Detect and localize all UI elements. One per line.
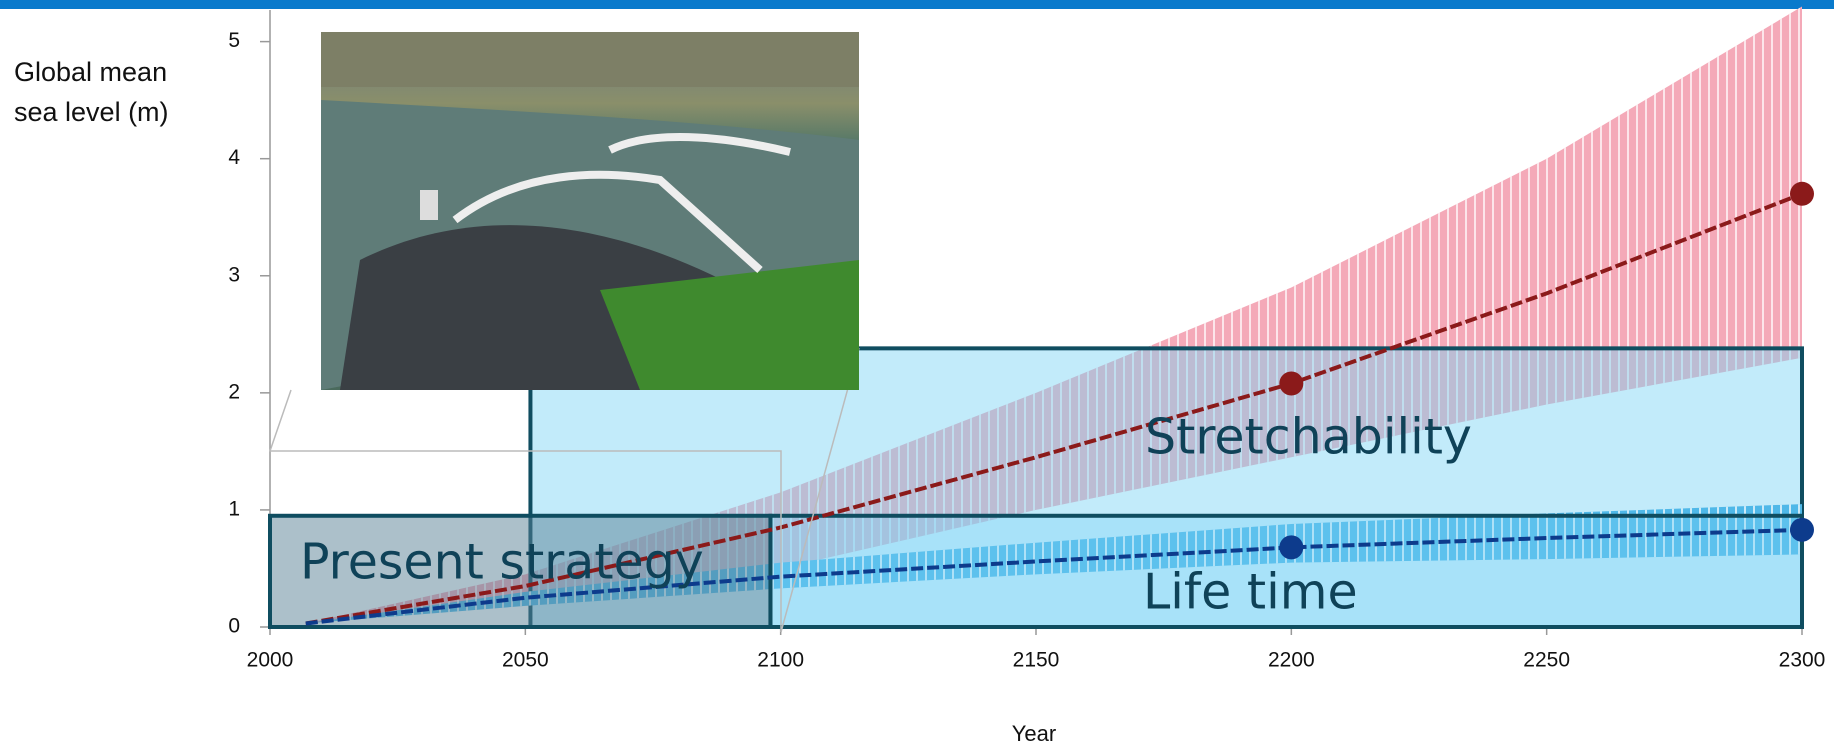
region-label: Present strategy bbox=[300, 534, 704, 591]
band-stripes bbox=[305, 6, 1802, 624]
series-line bbox=[305, 191, 1803, 626]
y-tick-label: 2 bbox=[228, 380, 240, 403]
y-tick-label: 3 bbox=[228, 263, 240, 286]
x-tick-label: 2150 bbox=[1013, 649, 1060, 672]
y-tick-label: 1 bbox=[228, 497, 240, 520]
series-marker bbox=[1279, 371, 1304, 396]
photo bbox=[268, 32, 860, 633]
series-marker bbox=[1790, 517, 1814, 542]
x-tick-label: 2000 bbox=[247, 649, 294, 672]
y-tick-label: 4 bbox=[228, 146, 240, 169]
x-tick-label: 2200 bbox=[1268, 649, 1315, 672]
region-label: Life time bbox=[1143, 564, 1358, 621]
top-bar bbox=[0, 0, 1834, 9]
x-axis-title: Year bbox=[1012, 721, 1056, 746]
x-tick-label: 2050 bbox=[502, 649, 549, 672]
series-marker bbox=[1279, 535, 1304, 560]
y-tick-label: 5 bbox=[228, 29, 240, 52]
x-tick-label: 2250 bbox=[1523, 649, 1570, 672]
region-box bbox=[768, 513, 1804, 629]
region-box bbox=[268, 513, 773, 629]
series-marker bbox=[1790, 181, 1814, 206]
y-tick-label: 0 bbox=[228, 615, 240, 638]
y-axis-title: Global mean sea level (m) bbox=[14, 57, 169, 127]
x-tick-label: 2100 bbox=[757, 649, 804, 672]
region-label: Stretchability bbox=[1145, 409, 1472, 466]
x-tick-label: 2300 bbox=[1779, 649, 1826, 672]
